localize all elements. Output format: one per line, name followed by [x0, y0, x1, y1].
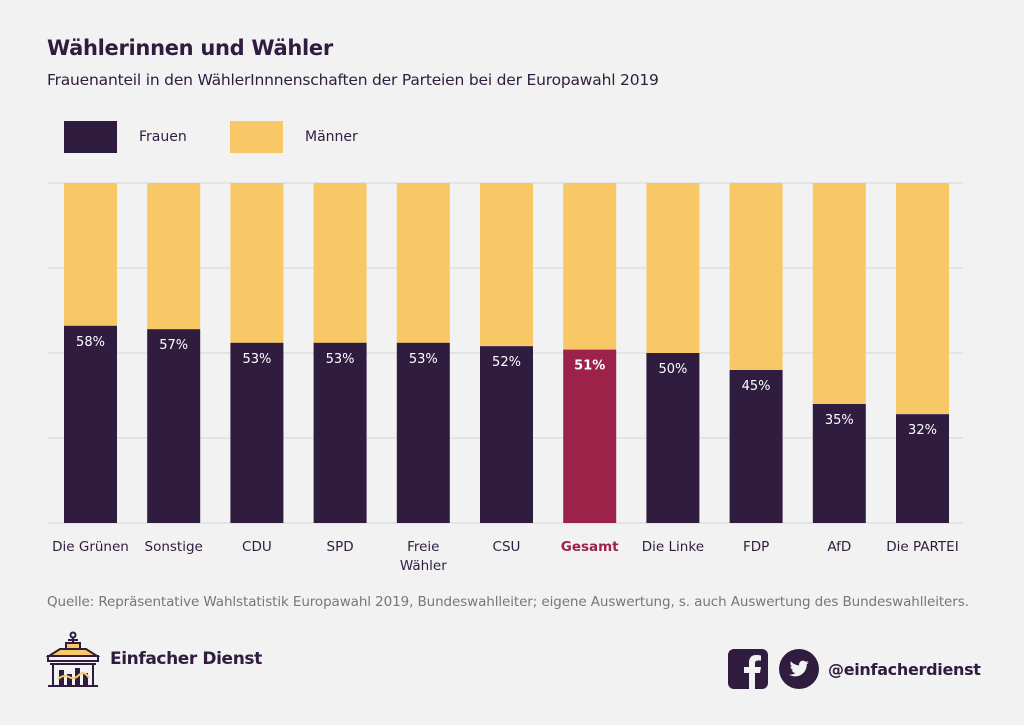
bar-frauen [812, 404, 866, 523]
legend-swatch-maenner [230, 121, 283, 153]
legend-item-frauen: Frauen [64, 121, 187, 153]
legend-swatch-frauen [64, 121, 117, 153]
bar-maenner [480, 183, 533, 347]
data-label: 32% [908, 423, 937, 438]
bar-maenner [230, 183, 284, 343]
x-tick-label: Die Grünen [52, 539, 129, 555]
bar-maenner [313, 183, 367, 343]
data-label: 58% [76, 335, 105, 350]
bar-frauen [729, 370, 783, 523]
x-tick-label: Die PARTEI [886, 539, 958, 555]
x-tick-label: Wähler [400, 558, 447, 574]
data-label: 57% [159, 338, 188, 353]
data-label: 52% [492, 355, 521, 370]
legend-label-frauen: Frauen [139, 129, 187, 145]
bar-maenner [646, 183, 700, 353]
data-label: 51% [574, 359, 605, 374]
x-tick-label: CDU [242, 539, 272, 555]
x-tick-label: AfD [827, 539, 851, 555]
chart-subtitle: Frauenanteil in den WählerInnnenschaften… [47, 71, 659, 89]
data-label: 53% [409, 352, 438, 367]
x-tick-label: Freie [407, 539, 439, 555]
twitter-icon[interactable] [778, 648, 820, 690]
data-label: 50% [658, 362, 687, 377]
x-tick-label: Die Linke [642, 539, 704, 555]
brand-name: Einfacher Dienst [110, 649, 262, 669]
data-label: 35% [825, 413, 854, 428]
chart-title: Wählerinnen und Wähler [47, 36, 333, 60]
bar-frauen [646, 353, 700, 523]
legend-label-maenner: Männer [305, 129, 358, 145]
data-label: 53% [242, 352, 271, 367]
facebook-icon[interactable] [728, 649, 768, 689]
x-tick-label: Gesamt [561, 539, 619, 555]
social-handle[interactable]: @einfacherdienst [828, 659, 981, 679]
bar-frauen [313, 342, 367, 523]
source-note: Quelle: Repräsentative Wahlstatistik Eur… [47, 594, 969, 610]
stacked-bar-chart: 58% Die Grünen 57% Sonstige 53% CDU 53% SPD 53% F… [48, 182, 963, 574]
bar-frauen [396, 342, 450, 523]
bar-maenner [563, 183, 617, 350]
bar-frauen [896, 414, 949, 523]
bar-frauen [563, 349, 617, 523]
x-tick-label: FDP [743, 539, 769, 555]
social-links: @einfacherdienst [728, 648, 981, 690]
bar-maenner [396, 183, 450, 343]
bar-frauen [147, 329, 201, 523]
bar-maenner [896, 183, 949, 415]
brand[interactable]: Einfacher Dienst [44, 630, 262, 688]
x-tick-label: SPD [327, 539, 354, 555]
bar-maenner [812, 183, 866, 404]
x-tick-label: Sonstige [145, 539, 203, 555]
bar-maenner [64, 183, 117, 326]
brandenburg-gate-logo-icon [45, 631, 101, 687]
bar-maenner [147, 183, 201, 330]
data-label: 45% [742, 379, 771, 394]
bar-maenner [729, 183, 783, 370]
bar-frauen [64, 325, 117, 523]
bar-frauen [480, 346, 533, 523]
data-label: 53% [326, 352, 355, 367]
x-tick-label: CSU [493, 539, 521, 555]
bar-frauen [230, 342, 284, 523]
legend-item-maenner: Männer [230, 121, 358, 153]
